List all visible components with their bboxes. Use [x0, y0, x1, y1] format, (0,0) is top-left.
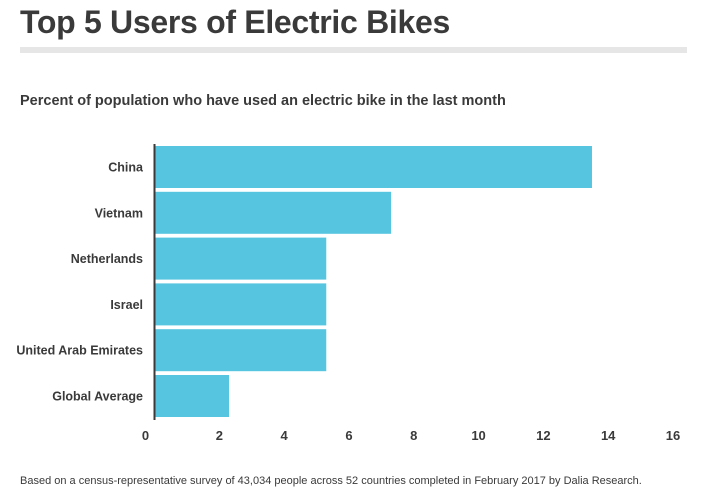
bar-3: [154, 283, 327, 326]
category-label-0: China: [108, 161, 144, 175]
x-tick-label-7: 14: [601, 428, 616, 443]
bar-chart: China Vietnam Netherlands Israel United Arab…: [16, 144, 680, 443]
page-title: Top 5 Users of Electric Bikes: [20, 4, 450, 40]
x-tick-label-2: 4: [281, 428, 289, 443]
x-tick-label-4: 8: [410, 428, 417, 443]
x-tick-label-8: 16: [666, 428, 680, 443]
x-tick-label-5: 10: [471, 428, 485, 443]
bar-0: [154, 146, 592, 188]
bar-4: [154, 329, 327, 372]
x-tick-label-0: 0: [142, 428, 149, 443]
bar-1: [154, 191, 392, 234]
x-tick-label-1: 2: [216, 428, 223, 443]
x-tick-label-3: 6: [345, 428, 352, 443]
bar-5: [154, 375, 230, 417]
title-divider: [20, 47, 687, 53]
chart-subtitle: Percent of population who have used an e…: [20, 93, 506, 109]
footnote: Based on a census-representative survey …: [20, 475, 642, 487]
x-tick-label-6: 12: [536, 428, 550, 443]
category-label-3: Israel: [110, 298, 143, 312]
category-label-1: Vietnam: [95, 206, 143, 220]
category-label-2: Netherlands: [71, 252, 143, 266]
bar-2: [154, 237, 327, 280]
category-label-5: Global Average: [52, 390, 143, 404]
category-label-4: United Arab Emirates: [16, 344, 143, 358]
